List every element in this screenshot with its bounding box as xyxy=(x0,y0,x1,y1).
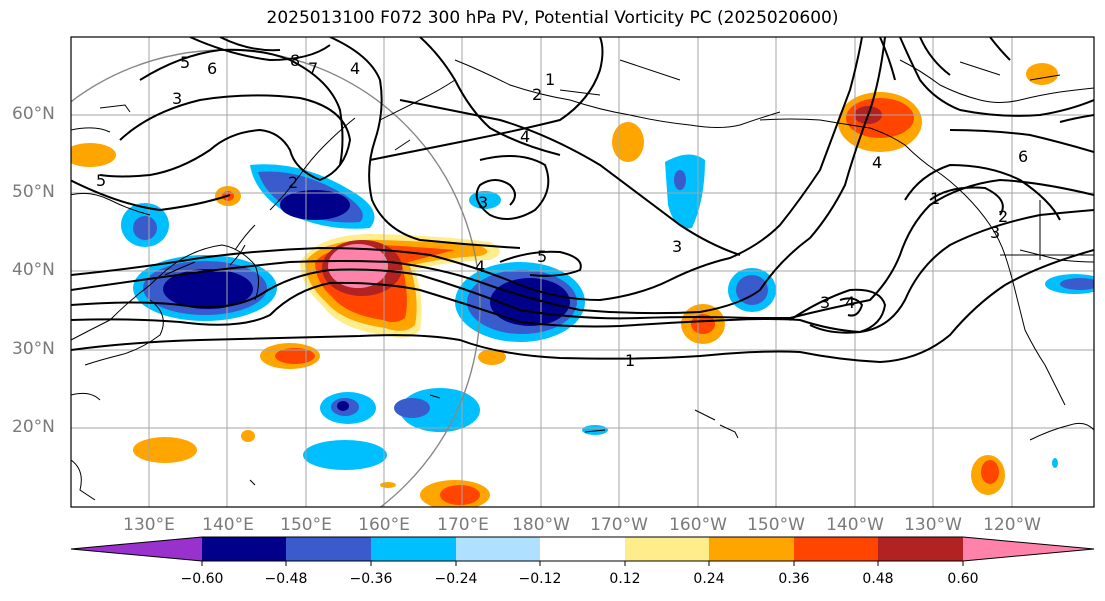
contour-labels: 5 6 8 7 4 3 2 1 2 4 3 5 4 5 3 1 3 4 6 4 … xyxy=(96,51,1028,370)
colorbar-segment xyxy=(709,537,794,561)
lon-label-140w: 140°W xyxy=(826,515,884,535)
contour-label: 4 xyxy=(475,257,485,276)
colorbar-extend-low xyxy=(71,537,202,561)
lon-label-170e: 170°E xyxy=(437,515,489,535)
lat-label-40n: 40°N xyxy=(12,260,55,280)
graticule xyxy=(71,37,1094,507)
lon-label-160w: 160°W xyxy=(669,515,727,535)
contour-label: 7 xyxy=(308,59,318,78)
colorbar-tick-label: 0.24 xyxy=(693,571,725,587)
colorbar-segment xyxy=(286,537,371,561)
contour-label: 3 xyxy=(820,293,830,312)
coastlines xyxy=(71,59,1094,501)
lon-label-180w: 180°W xyxy=(512,515,570,535)
contour-label: 2 xyxy=(998,207,1008,226)
colorbar-segment xyxy=(456,537,540,561)
contour-label: 3 xyxy=(478,193,488,212)
contour-label: 4 xyxy=(350,59,360,78)
chart-title: 2025013100 F072 300 hPa PV, Potential Vo… xyxy=(266,8,839,28)
contour-label: 3 xyxy=(672,237,682,256)
colorbar-tick-label: 0.36 xyxy=(778,571,810,587)
lon-label-160e: 160°E xyxy=(358,515,410,535)
colorbar-segment xyxy=(540,537,625,561)
contour-label: 1 xyxy=(930,189,940,208)
contour-label: 6 xyxy=(207,59,217,78)
contour-label: 6 xyxy=(1018,147,1028,166)
contour-label: 5 xyxy=(180,53,190,72)
map-frame xyxy=(70,36,1095,508)
lat-label-30n: 30°N xyxy=(12,339,55,359)
contour-label: 2 xyxy=(288,173,298,192)
lon-label-150w: 150°W xyxy=(747,515,805,535)
colorbar-segment xyxy=(625,537,709,561)
pv-contours xyxy=(71,37,1094,364)
colorbar-segment xyxy=(878,537,963,561)
lat-label-20n: 20°N xyxy=(12,417,55,437)
lon-label-130w: 130°W xyxy=(904,515,962,535)
colorbar-tick-label: 0.48 xyxy=(862,571,894,587)
contour-label: 1 xyxy=(545,70,555,89)
contour-label: 3 xyxy=(172,89,182,108)
colorbar-tick-label: −0.24 xyxy=(434,571,478,587)
colorbar-tick-label: −0.60 xyxy=(180,571,224,587)
colorbar xyxy=(70,536,1095,566)
colorbar-tick-label: −0.12 xyxy=(518,571,562,587)
contour-label: 8 xyxy=(290,51,300,70)
colorbar-tick-label: 0.12 xyxy=(609,571,641,587)
contour-label: 3 xyxy=(990,223,1000,242)
colorbar-tick-label: −0.48 xyxy=(264,571,308,587)
lon-label-150e: 150°E xyxy=(280,515,332,535)
colorbar-tick-label: 0.60 xyxy=(947,571,979,587)
colorbar-segment xyxy=(202,537,286,561)
lon-label-170w: 170°W xyxy=(590,515,648,535)
colorbar-extend-high xyxy=(963,537,1094,561)
contour-label: 5 xyxy=(537,247,547,266)
contour-label: 4 xyxy=(520,127,530,146)
contour-label: 5 xyxy=(96,171,106,190)
colorbar-segment xyxy=(794,537,878,561)
colorbar-segment xyxy=(371,537,456,561)
lat-label-50n: 50°N xyxy=(12,182,55,202)
lat-label-60n: 60°N xyxy=(12,104,55,124)
contour-label: 1 xyxy=(625,351,635,370)
colorbar-tick-label: −0.36 xyxy=(349,571,393,587)
contour-label: 4 xyxy=(872,153,882,172)
contour-label: 4 xyxy=(845,293,855,312)
contour-label: 2 xyxy=(532,85,542,104)
lon-label-130e: 130°E xyxy=(123,515,175,535)
lon-label-140e: 140°E xyxy=(202,515,254,535)
lon-label-120w: 120°W xyxy=(983,515,1041,535)
